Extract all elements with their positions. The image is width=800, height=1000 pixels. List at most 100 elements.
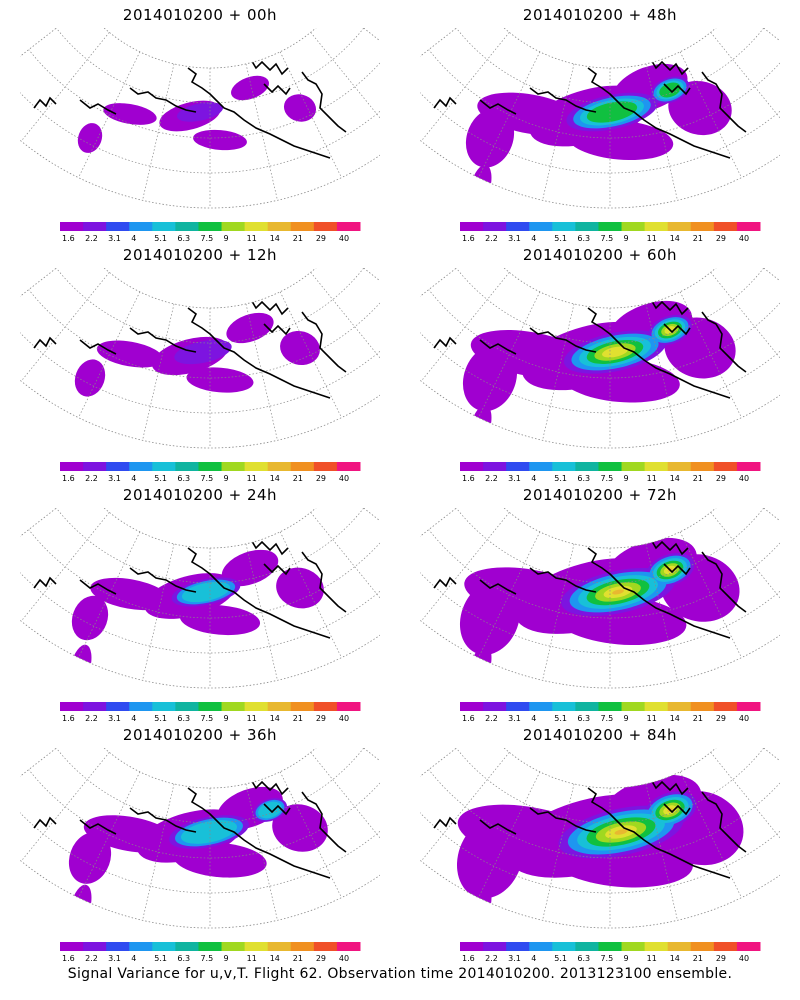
colorbar-label: 4 [531, 234, 536, 242]
colorbar-swatch [483, 702, 507, 711]
map-panel: 2014010200 + 48h 1.6 2.2 3.1 4 5.1 6.3 7.5 9 11 14… [400, 0, 800, 242]
panel-title: 2014010200 + 00h [122, 6, 278, 24]
colorbar: 1.6 2.2 3.1 4 5.1 6.3 7.5 9 11 14 21 29 40 [460, 702, 761, 722]
polar-map [20, 748, 380, 929]
colorbar-swatch [152, 942, 176, 951]
colorbar-label: 2.2 [85, 234, 98, 242]
colorbar-label: 40 [339, 954, 349, 962]
polar-map [420, 268, 780, 449]
colorbar-swatch [598, 222, 623, 231]
colorbar-label: 6.3 [177, 234, 190, 242]
colorbar-label: 2.2 [85, 714, 98, 722]
colorbar-label: 9 [624, 714, 629, 722]
colorbar-label: 11 [247, 474, 257, 482]
colorbar-label: 3.1 [108, 954, 121, 962]
colorbar-swatch [221, 942, 246, 951]
colorbar-swatch [129, 462, 153, 471]
colorbar-label: 6.3 [177, 714, 190, 722]
polar-map [20, 28, 380, 209]
colorbar-swatch [713, 462, 738, 471]
colorbar: 1.6 2.2 3.1 4 5.1 6.3 7.5 9 11 14 21 29 40 [60, 462, 361, 482]
colorbar-label: 3.1 [508, 234, 521, 242]
colorbar-label: 2.2 [485, 234, 498, 242]
polar-map [420, 508, 780, 689]
colorbar-label: 40 [339, 234, 349, 242]
colorbar: 1.6 2.2 3.1 4 5.1 6.3 7.5 9 11 14 21 29 40 [60, 942, 361, 962]
colorbar-swatch [598, 702, 623, 711]
colorbar-swatch [575, 942, 599, 951]
colorbar-swatch [129, 942, 153, 951]
colorbar-swatch [529, 462, 553, 471]
panel-title: 2014010200 + 36h [122, 726, 278, 744]
colorbar-swatch [336, 702, 361, 711]
colorbar-swatch [621, 222, 646, 231]
colorbar-swatch [336, 942, 361, 951]
variance-field [420, 748, 780, 929]
colorbar-swatch [336, 222, 361, 231]
colorbar-swatch [152, 702, 176, 711]
colorbar-swatch [667, 702, 692, 711]
colorbar: 1.6 2.2 3.1 4 5.1 6.3 7.5 9 11 14 21 29 40 [460, 222, 761, 242]
colorbar-label: 29 [316, 954, 326, 962]
colorbar-label: 14 [670, 234, 680, 242]
map-panel: 2014010200 + 72h 1.6 2.2 3.1 4 5.1 6.3 7.5 9 11 14… [400, 480, 800, 722]
colorbar-label: 3.1 [108, 234, 121, 242]
colorbar-label: 2.2 [485, 954, 498, 962]
colorbar-label: 29 [716, 714, 726, 722]
colorbar-label: 40 [739, 234, 749, 242]
colorbar: 1.6 2.2 3.1 4 5.1 6.3 7.5 9 11 14 21 29 40 [60, 702, 361, 722]
colorbar-swatch [621, 462, 646, 471]
colorbar-label: 1.6 [462, 714, 475, 722]
colorbar-swatch [290, 942, 315, 951]
colorbar-label: 29 [716, 954, 726, 962]
colorbar-label: 9 [224, 714, 229, 722]
polar-map [420, 748, 780, 929]
colorbar-label: 2.2 [485, 474, 498, 482]
colorbar-label: 21 [293, 234, 303, 242]
panel-title: 2014010200 + 72h [522, 486, 678, 504]
variance-field [20, 268, 380, 448]
colorbar-label: 7.5 [200, 714, 213, 722]
colorbar-label: 29 [316, 714, 326, 722]
colorbar-swatch [690, 222, 715, 231]
colorbar-label: 7.5 [600, 714, 613, 722]
colorbar-swatch [506, 222, 530, 231]
map-panel: 2014010200 + 36h 1.6 2.2 3.1 4 5.1 6.3 7.5 9 11 14… [0, 720, 400, 962]
colorbar-label: 40 [339, 714, 349, 722]
colorbar-label: 40 [339, 474, 349, 482]
colorbar-label: 21 [693, 474, 703, 482]
colorbar-label: 11 [647, 714, 657, 722]
colorbar-swatch [529, 222, 553, 231]
colorbar-label: 4 [131, 234, 136, 242]
colorbar-label: 29 [316, 234, 326, 242]
colorbar-swatch [736, 942, 761, 951]
colorbar-label: 11 [247, 234, 257, 242]
colorbar-swatch [460, 942, 484, 951]
colorbar-swatch [129, 222, 153, 231]
colorbar-swatch [644, 702, 669, 711]
colorbar-label: 2.2 [485, 714, 498, 722]
variance-field [420, 268, 780, 449]
colorbar-label: 5.1 [154, 954, 167, 962]
colorbar-swatch [129, 702, 153, 711]
colorbar-swatch [267, 942, 292, 951]
colorbar-swatch [198, 222, 223, 231]
colorbar-label: 11 [247, 714, 257, 722]
colorbar-swatch [83, 222, 107, 231]
colorbar-label: 40 [739, 474, 749, 482]
colorbar-swatch [198, 462, 223, 471]
colorbar-label: 11 [647, 234, 657, 242]
colorbar-label: 9 [624, 234, 629, 242]
colorbar-label: 21 [293, 714, 303, 722]
colorbar-label: 9 [624, 954, 629, 962]
colorbar-label: 1.6 [62, 474, 75, 482]
colorbar-label: 7.5 [600, 954, 613, 962]
colorbar-label: 4 [131, 474, 136, 482]
colorbar: 1.6 2.2 3.1 4 5.1 6.3 7.5 9 11 14 21 29 40 [460, 942, 761, 962]
colorbar-label: 21 [293, 474, 303, 482]
colorbar-swatch [60, 702, 84, 711]
colorbar-swatch [267, 702, 292, 711]
variance-field [20, 28, 380, 208]
colorbar-label: 1.6 [462, 234, 475, 242]
colorbar-swatch [60, 462, 84, 471]
